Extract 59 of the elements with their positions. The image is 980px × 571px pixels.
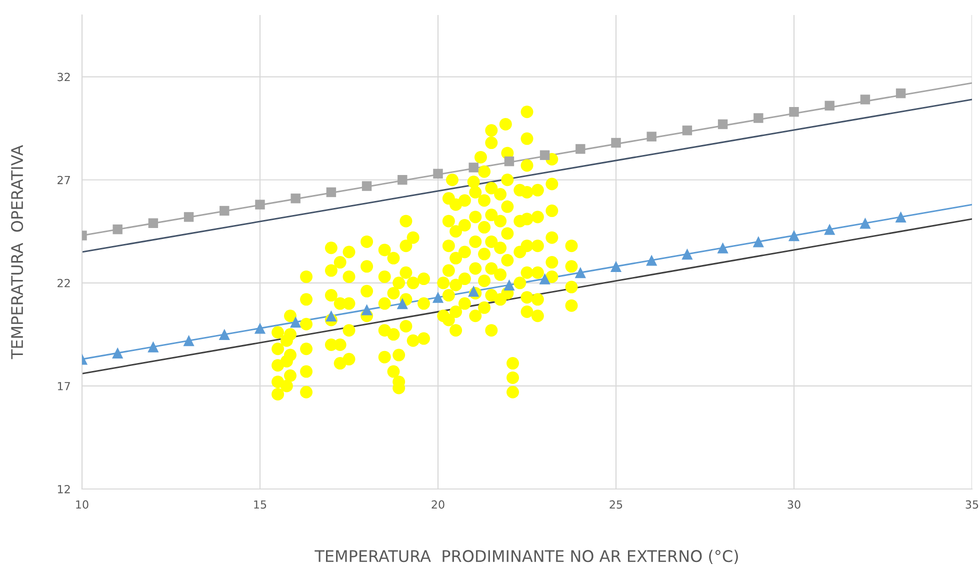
point xyxy=(754,113,764,123)
point xyxy=(789,107,799,117)
point xyxy=(752,236,764,248)
point xyxy=(504,156,514,166)
point xyxy=(504,279,515,291)
x-tick-label: 35 xyxy=(966,500,978,509)
point xyxy=(220,206,230,216)
point xyxy=(361,304,372,316)
point xyxy=(290,316,302,328)
point xyxy=(646,254,658,266)
point xyxy=(433,168,443,179)
y-tick-label: 17 xyxy=(58,382,70,390)
x-tick-label: 20 xyxy=(432,500,444,509)
point xyxy=(610,260,622,272)
point xyxy=(611,138,621,148)
point xyxy=(184,212,194,222)
point xyxy=(432,292,444,303)
point xyxy=(255,200,265,210)
point xyxy=(396,298,408,310)
x-axis-title: TEMPERATURA PRODIMINANTE NO AR EXTERNO (°C) xyxy=(314,550,738,564)
y-axis-title: TEMPERATURA OPERATIVA xyxy=(11,145,24,360)
x-tick-label: 10 xyxy=(76,500,88,509)
point xyxy=(717,242,728,254)
point xyxy=(112,347,124,359)
point xyxy=(895,211,906,223)
point xyxy=(254,322,266,334)
point xyxy=(468,286,480,297)
point xyxy=(112,224,122,234)
x-tick-label: 25 xyxy=(610,500,622,509)
point xyxy=(468,162,478,172)
point xyxy=(290,194,300,204)
x-tick-label: 30 xyxy=(788,500,800,509)
point xyxy=(576,144,586,154)
point xyxy=(540,150,550,160)
y-tick-label: 32 xyxy=(58,72,70,82)
point xyxy=(860,94,870,104)
point xyxy=(646,132,656,142)
point xyxy=(824,100,834,111)
point xyxy=(788,230,800,242)
point xyxy=(148,341,159,352)
point xyxy=(398,175,408,185)
point xyxy=(718,119,728,130)
point xyxy=(682,248,693,260)
point xyxy=(218,328,230,340)
point xyxy=(896,88,906,98)
x-tick-label: 15 xyxy=(254,500,266,509)
point xyxy=(326,187,336,198)
point xyxy=(362,181,372,191)
y-tick-label: 27 xyxy=(58,176,70,184)
point xyxy=(326,310,337,322)
point xyxy=(539,273,550,284)
point xyxy=(148,218,158,228)
y-tick-label: 22 xyxy=(58,278,70,288)
point xyxy=(574,267,586,278)
point xyxy=(860,218,871,229)
y-tick-label: 12 xyxy=(58,484,70,494)
point xyxy=(183,335,194,346)
point xyxy=(682,126,692,136)
point xyxy=(824,224,836,235)
